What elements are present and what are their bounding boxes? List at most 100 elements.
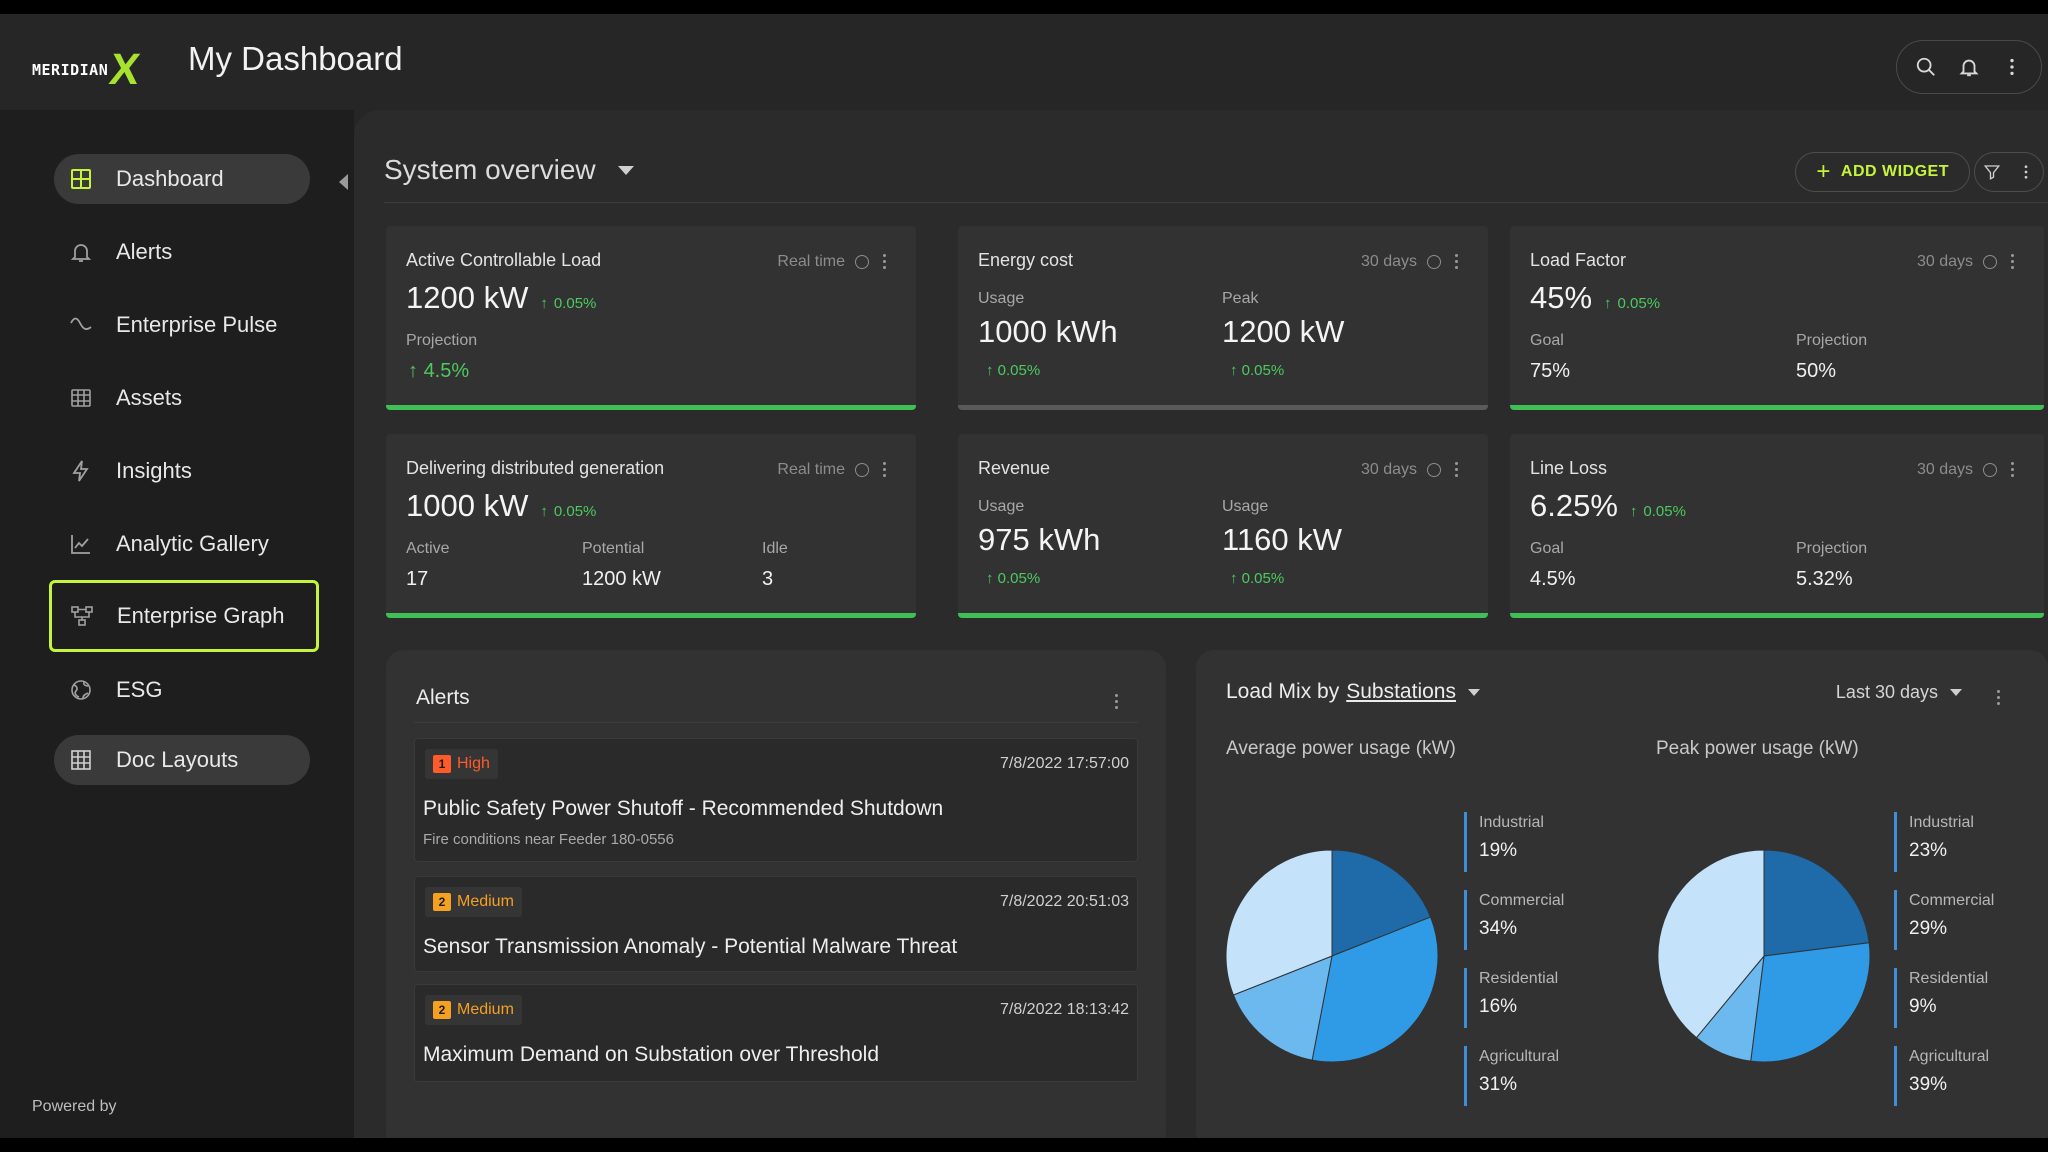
wave-icon bbox=[68, 312, 94, 338]
sidebar-item-label: Insights bbox=[116, 458, 192, 483]
usage-label: Usage bbox=[978, 498, 1025, 515]
alert-timestamp: 7/8/2022 18:13:42 bbox=[999, 1001, 1129, 1018]
potential-value: 1200 kW bbox=[582, 568, 661, 590]
logo: MERIDIAN X bbox=[32, 45, 144, 94]
card-title: Load Factor bbox=[1530, 250, 1627, 270]
panel-title: Alerts bbox=[416, 686, 470, 709]
legend-value: 9% bbox=[1909, 996, 1937, 1017]
chevron-down-icon[interactable] bbox=[1467, 688, 1480, 696]
pie-slice-commercial[interactable] bbox=[1750, 942, 1871, 1063]
legend-average: Industrial 19% Commercial 34% Residential 16%… bbox=[1464, 812, 1634, 1122]
time-range-label: Real time bbox=[777, 252, 845, 270]
legend-value: 39% bbox=[1909, 1074, 1948, 1095]
sidebar-item-esg[interactable]: ESG bbox=[54, 665, 310, 715]
alerts-panel: Alerts 1 High 7/8/2022 17:57:00 Public S… bbox=[386, 650, 1166, 1138]
sidebar-item-insights[interactable]: Insights bbox=[54, 446, 310, 496]
kpi-card-line-loss: Line Loss 30 days 6.25% ↑ 0.05% Goal 4.5% … bbox=[1510, 434, 2044, 618]
sidebar-item-enterprise-graph[interactable]: Enterprise Graph bbox=[49, 580, 319, 652]
period-selector[interactable]: Last 30 days bbox=[1836, 682, 1962, 703]
chevron-down-icon bbox=[617, 165, 634, 175]
usage-value: 975 kWh bbox=[978, 522, 1101, 557]
line-chart-icon bbox=[68, 531, 94, 557]
more-vertical-icon[interactable] bbox=[2007, 460, 2018, 479]
alert-item[interactable]: 2 Medium 7/8/2022 18:13:42 Maximum Deman… bbox=[414, 984, 1138, 1082]
sidebar-item-doc-layouts[interactable]: Doc Layouts bbox=[54, 735, 310, 785]
app-window: MERIDIAN X My Dashboard Dashboard Alerts… bbox=[0, 14, 2048, 1138]
legend-peak: Industrial 23% Commercial 29% Residential 9% A… bbox=[1894, 812, 2044, 1122]
pie-slice-industrial[interactable] bbox=[1331, 849, 1432, 957]
sidebar-item-alerts[interactable]: Alerts bbox=[54, 227, 310, 277]
sidebar-item-enterprise-pulse[interactable]: Enterprise Pulse bbox=[54, 300, 310, 350]
goal-value: 4.5% bbox=[1530, 568, 1576, 590]
projection-label: Projection bbox=[406, 332, 478, 349]
plus-icon: + bbox=[1816, 158, 1831, 185]
pie-slice-agricultural[interactable] bbox=[1225, 849, 1333, 996]
collapse-sidebar-icon[interactable] bbox=[339, 174, 348, 190]
severity-label: Medium bbox=[457, 1001, 514, 1018]
legend-item-industrial: Industrial 19% bbox=[1464, 812, 1624, 872]
more-vertical-icon[interactable] bbox=[1111, 692, 1122, 711]
sidebar-item-assets[interactable]: Assets bbox=[54, 373, 310, 423]
section-selector[interactable]: System overview bbox=[384, 154, 634, 186]
more-vertical-icon[interactable] bbox=[1993, 688, 2004, 707]
kpi-card-revenue: Revenue 30 days Usage 975 kWh ↑ 0.05% Us… bbox=[958, 434, 1488, 618]
alert-item[interactable]: 1 High 7/8/2022 17:57:00 Public Safety P… bbox=[414, 738, 1138, 862]
usage-delta: ↑ 0.05% bbox=[986, 570, 1041, 587]
severity-number: 1 bbox=[433, 755, 451, 773]
more-vertical-icon[interactable] bbox=[1451, 460, 1462, 479]
chart-title-average: Average power usage (kW) bbox=[1226, 738, 1456, 759]
search-icon[interactable] bbox=[1910, 51, 1942, 83]
pie-slice-agricultural[interactable] bbox=[1657, 849, 1765, 1039]
bell-icon bbox=[68, 239, 94, 265]
usage-delta: ↑ 0.05% bbox=[1230, 570, 1285, 587]
chart-title-peak: Peak power usage (kW) bbox=[1656, 738, 1859, 759]
add-widget-label: ADD WIDGET bbox=[1840, 163, 1949, 180]
legend-item-industrial: Industrial 23% bbox=[1894, 812, 2048, 872]
substations-link[interactable]: Substations bbox=[1346, 680, 1456, 703]
more-vertical-icon[interactable] bbox=[2007, 252, 2018, 271]
card-title: Line Loss bbox=[1530, 458, 1608, 478]
more-vertical-icon[interactable] bbox=[879, 252, 890, 271]
pie-slice-industrial[interactable] bbox=[1763, 849, 1870, 957]
filter-icon[interactable] bbox=[1976, 156, 2008, 188]
logo-mark: X bbox=[106, 45, 144, 94]
pie-chart-average bbox=[1225, 849, 1439, 1063]
card-meta: 30 days bbox=[1917, 460, 2018, 479]
load-mix-panel: Load Mix by Substations Last 30 days Ave… bbox=[1196, 650, 2048, 1138]
sidebar-item-label: Enterprise Pulse bbox=[116, 312, 278, 337]
sidebar-item-analytic-gallery[interactable]: Analytic Gallery bbox=[54, 519, 310, 569]
peak-label: Peak bbox=[1222, 290, 1259, 307]
load-mix-title-prefix: Load Mix by bbox=[1226, 680, 1340, 703]
more-vertical-icon[interactable] bbox=[1451, 252, 1462, 271]
goal-value: 75% bbox=[1530, 360, 1571, 382]
kpi-delta: ↑ 0.05% bbox=[1629, 503, 1686, 520]
idle-value: 3 bbox=[762, 568, 774, 590]
peak-value: 1200 kW bbox=[1222, 314, 1345, 349]
more-vertical-icon[interactable] bbox=[879, 460, 890, 479]
kpi-value: 45% ↑ 0.05% bbox=[1530, 280, 1660, 316]
graph-nodes-icon bbox=[69, 603, 95, 629]
alert-title: Public Safety Power Shutoff - Recommende… bbox=[423, 797, 944, 820]
alert-item[interactable]: 2 Medium 7/8/2022 20:51:03 Sensor Transm… bbox=[414, 876, 1138, 972]
status-bar bbox=[1510, 613, 2044, 618]
kpi-delta-text: 0.05% bbox=[553, 503, 597, 520]
sidebar-item-label: Alerts bbox=[116, 239, 173, 264]
active-value: 17 bbox=[406, 568, 429, 590]
legend-value: 19% bbox=[1479, 840, 1518, 861]
pie-slice-residential[interactable] bbox=[1232, 955, 1333, 1061]
more-vertical-icon[interactable] bbox=[1996, 51, 2028, 83]
bell-icon[interactable] bbox=[1953, 51, 1985, 83]
add-widget-button[interactable]: + ADD WIDGET bbox=[1795, 152, 1970, 192]
legend-item-agricultural: Agricultural 39% bbox=[1894, 1046, 2048, 1106]
top-actions bbox=[1896, 40, 2042, 94]
alert-description: Fire conditions near Feeder 180-0556 bbox=[423, 831, 674, 848]
sidebar-item-dashboard[interactable]: Dashboard bbox=[54, 154, 310, 204]
more-vertical-icon[interactable] bbox=[2010, 156, 2042, 188]
clock-icon bbox=[1427, 254, 1441, 269]
kpi-value-text: 45% bbox=[1530, 280, 1593, 315]
usage-value: 1000 kWh bbox=[978, 314, 1118, 349]
legend-value: 23% bbox=[1909, 840, 1948, 861]
kpi-delta-text: 0.05% bbox=[1617, 295, 1661, 312]
time-range-label: 30 days bbox=[1916, 460, 1973, 478]
pie-slice-commercial[interactable] bbox=[1311, 916, 1439, 1063]
